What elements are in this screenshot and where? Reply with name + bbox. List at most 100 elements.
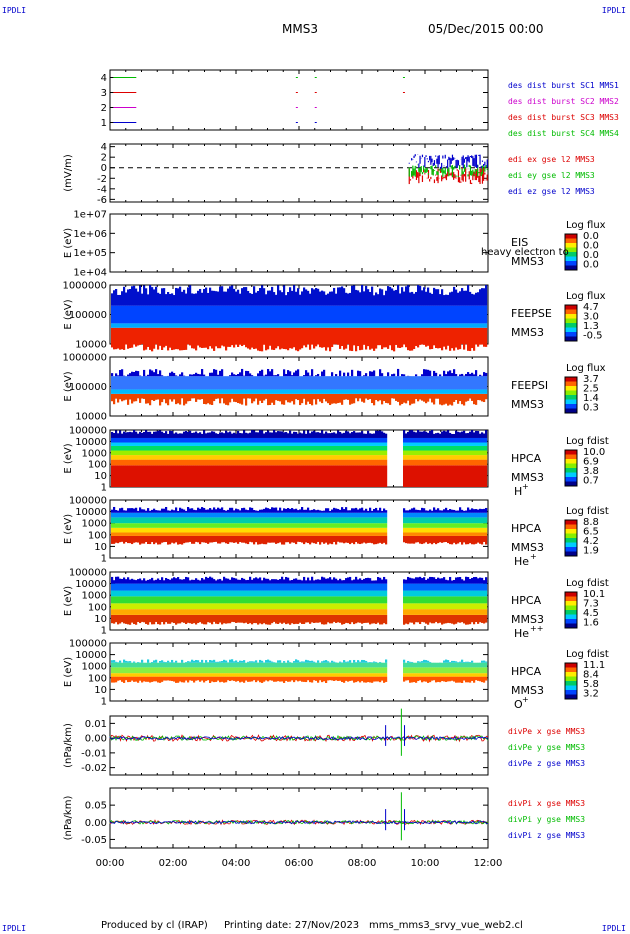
- spectrogram-cell: [317, 512, 320, 518]
- spectrogram-cell: [385, 527, 388, 533]
- spectrogram-cell: [111, 293, 114, 306]
- spectrogram-cell: [469, 442, 472, 446]
- spectrogram-cell: [117, 512, 120, 518]
- spectrogram-cell: [357, 532, 360, 536]
- spectrogram-cell: [471, 450, 474, 456]
- spectrogram-cell: [277, 450, 280, 456]
- spectrogram-cell: [417, 442, 420, 446]
- spectrogram-cell: [259, 450, 262, 456]
- spectrogram-cell: [223, 393, 226, 404]
- spectrogram-cell: [267, 532, 270, 536]
- spectrogram-cell: [453, 445, 456, 451]
- spectrogram-cell: [135, 389, 138, 394]
- spectrogram-cell: [301, 393, 304, 404]
- spectrogram-cell: [271, 523, 274, 528]
- spectrogram-cell: [271, 445, 274, 451]
- spectrogram-cell: [221, 323, 224, 328]
- spectrogram-cell: [445, 517, 448, 524]
- colorbar-segment: [565, 377, 577, 382]
- spectrogram-cell: [421, 450, 424, 456]
- spectrogram-cell: [125, 327, 128, 345]
- spectrogram-cell: [241, 389, 244, 394]
- spectrogram-cell: [383, 527, 386, 533]
- spectrogram-cell: [217, 512, 220, 518]
- spectrogram-cell: [317, 393, 320, 400]
- spectrogram-cell: [269, 290, 272, 306]
- spectrogram-cell: [121, 327, 124, 350]
- spectrogram-cell: [379, 442, 382, 446]
- spectrogram-cell: [413, 450, 416, 456]
- spectrogram-cell: [163, 455, 166, 460]
- spectrogram-cell: [413, 507, 416, 513]
- spectrogram-cell: [233, 535, 236, 543]
- spectrogram-cell: [377, 437, 380, 443]
- spectrogram-cell: [443, 376, 446, 390]
- spectrogram-cell: [457, 292, 460, 306]
- spectrogram-cell: [361, 517, 364, 524]
- spectrogram-cell: [355, 437, 358, 443]
- spectrogram-cell: [453, 389, 456, 394]
- spectrogram-cell: [139, 393, 142, 403]
- spectrogram-cell: [181, 291, 184, 306]
- spectrogram-cell: [447, 437, 450, 443]
- spectrogram-cell: [417, 512, 420, 518]
- spectrogram-cell: [145, 437, 148, 443]
- spectrogram-cell: [479, 442, 482, 446]
- spectrogram-cell: [221, 517, 224, 524]
- spectrogram-cell: [155, 523, 158, 528]
- spectrogram-cell: [383, 432, 386, 438]
- spectrogram-cell: [161, 376, 164, 390]
- spectrogram-cell: [147, 305, 150, 324]
- spectrogram-cell: [475, 389, 478, 394]
- spectrogram-cell: [457, 389, 460, 394]
- spectrogram-cell: [257, 523, 260, 528]
- spectrogram-cell: [331, 389, 334, 394]
- spectrogram-cell: [243, 517, 246, 524]
- spectrogram-cell: [139, 512, 142, 518]
- spectrogram-cell: [375, 532, 378, 536]
- spectrogram-cell: [385, 535, 388, 545]
- spectrogram-cell: [315, 445, 318, 451]
- spectrogram-cell: [207, 432, 210, 438]
- spectrogram-cell: [421, 290, 424, 306]
- spectrogram-cell: [233, 459, 236, 466]
- spectrogram-cell: [237, 445, 240, 451]
- spectrogram-cell: [331, 459, 334, 466]
- spectrogram-cell: [221, 507, 224, 513]
- spectrogram-cell: [447, 389, 450, 394]
- spectrogram-cell: [305, 527, 308, 533]
- spectrogram-cell: [131, 523, 134, 528]
- spectrogram-cell: [309, 445, 312, 451]
- spectrogram-cell: [467, 376, 470, 390]
- spectrogram-cell: [337, 527, 340, 533]
- spectrogram-cell: [211, 450, 214, 456]
- spectrogram-cell: [459, 455, 462, 460]
- spectrogram-cell: [433, 376, 436, 390]
- spectrogram-cell: [425, 445, 428, 451]
- spectrogram-cell: [345, 527, 348, 533]
- spectrogram-cell: [353, 508, 356, 513]
- spectrogram-cell: [167, 292, 170, 306]
- spectrogram-cell: [271, 517, 274, 524]
- spectrogram-cell: [201, 445, 204, 451]
- spectrogram-cell: [333, 445, 336, 451]
- spectrogram-cell: [203, 374, 206, 377]
- spectrogram-cell: [287, 376, 290, 390]
- spectrogram-cell: [475, 370, 478, 377]
- spectrogram-cell: [159, 517, 162, 524]
- spectrogram-cell: [285, 376, 288, 390]
- spectrogram-cell: [281, 376, 284, 390]
- spectrogram-cell: [161, 305, 164, 324]
- spectrogram-cell: [357, 389, 360, 394]
- spectrogram-cell: [235, 376, 238, 390]
- spectrogram-cell: [243, 327, 246, 345]
- spectrogram-cell: [353, 523, 356, 528]
- spectrogram-cell: [311, 523, 314, 528]
- spectrogram-cell: [435, 323, 438, 328]
- spectrogram-cell: [439, 294, 442, 306]
- spectrogram-cell: [183, 437, 186, 443]
- spectrogram-cell: [393, 327, 396, 352]
- spectrogram-cell: [175, 523, 178, 528]
- spectrogram-cell: [187, 437, 190, 443]
- spectrogram-cell: [343, 509, 346, 513]
